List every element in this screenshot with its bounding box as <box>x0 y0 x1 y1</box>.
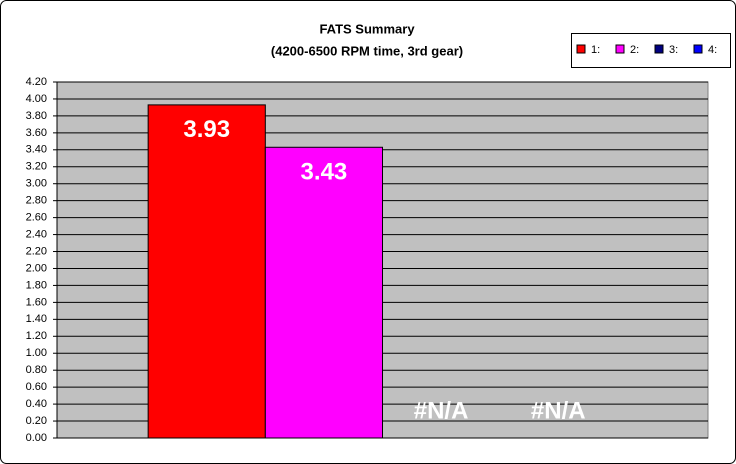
y-tick-label: 4.00 <box>26 93 47 105</box>
y-tick-label: 1.40 <box>26 313 47 325</box>
data-label: 3.43 <box>301 159 348 186</box>
legend-box <box>571 33 731 68</box>
y-tick-label: 0.00 <box>26 432 47 444</box>
data-label: #N/A <box>414 397 469 424</box>
y-tick-label: 1.20 <box>26 330 47 342</box>
y-tick-label: 1.60 <box>26 296 47 308</box>
y-tick-label: 2.00 <box>26 262 47 274</box>
y-tick-label: 3.40 <box>26 144 47 156</box>
y-tick-label: 1.00 <box>26 347 47 359</box>
legend-label: 3: <box>669 44 678 56</box>
y-tick-label: 4.20 <box>26 76 47 88</box>
y-tick-label: 3.20 <box>26 161 47 173</box>
legend-swatch <box>654 44 664 54</box>
legend-label: 2: <box>630 44 639 56</box>
y-tick-label: 0.20 <box>26 415 47 427</box>
legend-swatch <box>576 44 586 54</box>
chart-title: FATS Summary <box>319 21 415 36</box>
legend-swatch <box>615 44 625 54</box>
legend-label: 4: <box>708 44 717 56</box>
y-tick-label: 0.40 <box>26 398 47 410</box>
y-tick-label: 1.80 <box>26 279 47 291</box>
y-tick-label: 2.40 <box>26 228 47 240</box>
y-tick-label: 0.60 <box>26 381 47 393</box>
bar <box>264 146 384 439</box>
y-tick-label: 2.20 <box>26 245 47 257</box>
data-label: 3.93 <box>183 116 230 143</box>
y-tick-label: 3.80 <box>26 110 47 122</box>
chart-subtitle: (4200-6500 RPM time, 3rd gear) <box>271 43 463 58</box>
y-tick-label: 3.00 <box>26 178 47 190</box>
y-tick-label: 0.80 <box>26 364 47 376</box>
legend-label: 1: <box>591 44 600 56</box>
bar <box>147 104 266 439</box>
legend-swatch <box>693 44 703 54</box>
y-tick-label: 3.60 <box>26 127 47 139</box>
data-label: #N/A <box>531 397 586 424</box>
y-tick-label: 2.60 <box>26 212 47 224</box>
y-tick-label: 2.80 <box>26 195 47 207</box>
